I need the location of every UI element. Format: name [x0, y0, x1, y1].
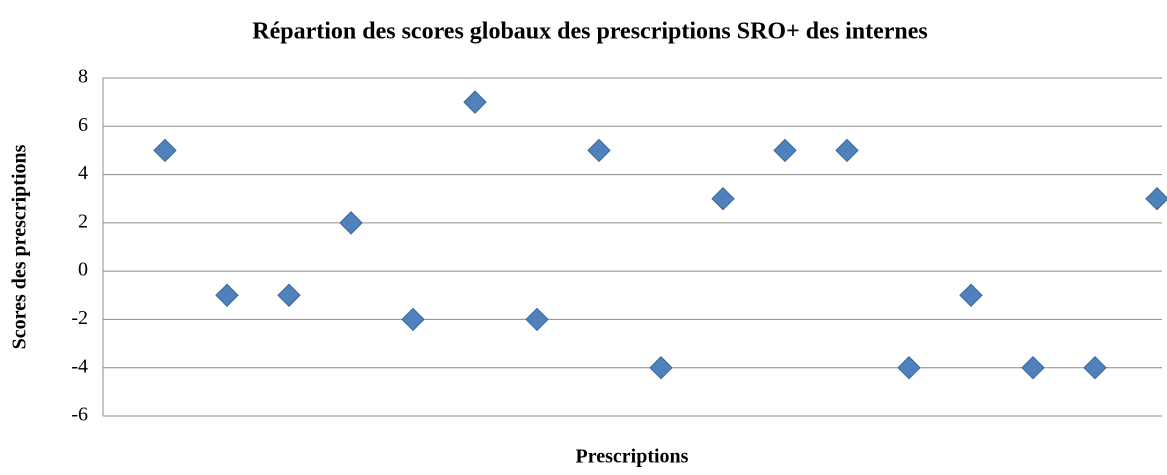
x-axis-label: Prescriptions: [576, 446, 689, 468]
y-tick-label: 2: [78, 210, 88, 232]
point: [1145, 187, 1167, 211]
point: [897, 356, 921, 380]
point: [1021, 356, 1045, 380]
y-tick-label: 4: [78, 162, 88, 184]
y-tick-label: -4: [71, 355, 88, 377]
point: [525, 307, 549, 332]
point: [711, 187, 735, 211]
point: [959, 283, 983, 307]
point: [277, 283, 301, 307]
point: [339, 211, 363, 235]
point: [649, 356, 673, 380]
y-axis-label: Scores des prescriptions: [9, 144, 31, 349]
y-tick-label: -6: [71, 404, 88, 426]
point: [587, 138, 611, 163]
point: [153, 138, 177, 163]
y-tick-label: 6: [78, 114, 88, 136]
y-tick-label: -2: [71, 307, 88, 329]
point: [215, 283, 239, 307]
point: [835, 138, 859, 163]
y-tick-label: 0: [78, 259, 88, 281]
chart-title: Répartion des scores globaux des prescri…: [252, 19, 927, 45]
point: [401, 307, 425, 332]
y-tick-label: 8: [78, 66, 88, 88]
point: [1083, 356, 1107, 380]
point: [773, 138, 797, 163]
point: [463, 90, 487, 114]
